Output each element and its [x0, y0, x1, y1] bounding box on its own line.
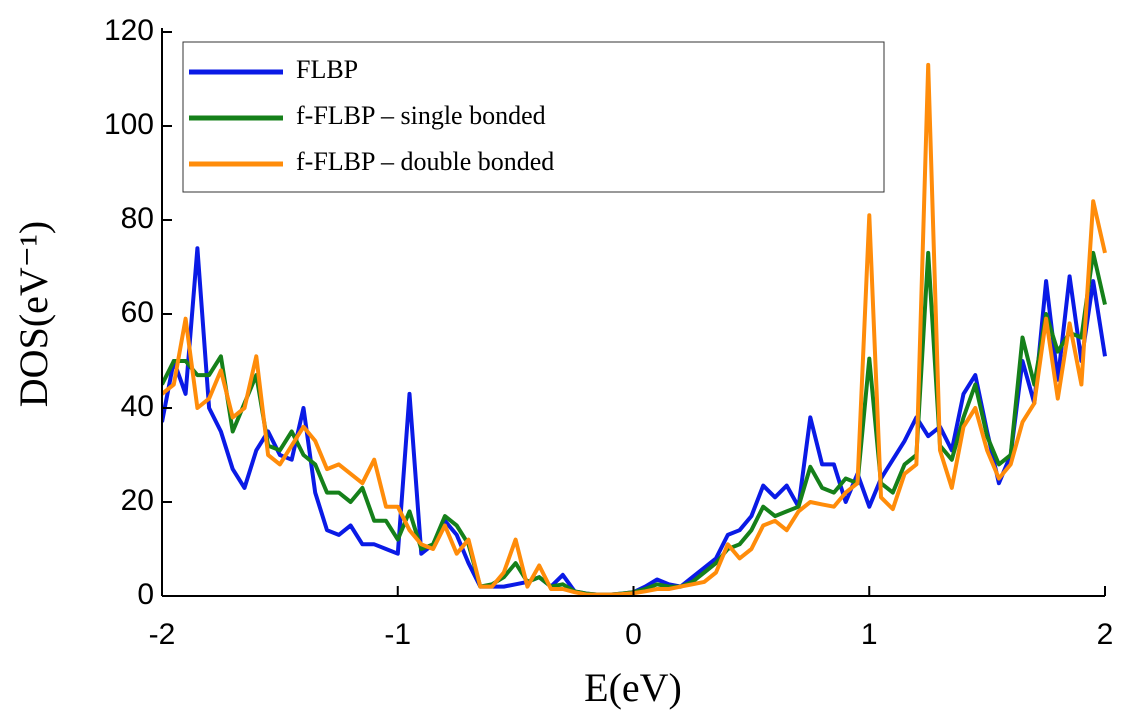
- legend-label: f-FLBP – double bonded: [296, 147, 554, 176]
- y-tick-label: 0: [137, 578, 154, 611]
- x-tick-label: -2: [149, 618, 176, 651]
- legend-label: f-FLBP – single bonded: [296, 101, 546, 130]
- y-tick-label: 80: [121, 202, 154, 235]
- x-tick-label: -1: [384, 618, 411, 651]
- x-tick-label: 1: [861, 618, 878, 651]
- y-tick-label: 40: [121, 390, 154, 423]
- y-tick-label: 20: [121, 484, 154, 517]
- y-tick-label: 120: [104, 14, 154, 47]
- y-tick-label: 100: [104, 108, 154, 141]
- x-tick-label: 2: [1097, 618, 1114, 651]
- x-axis-label: E(eV): [584, 665, 682, 710]
- legend-box: [182, 41, 885, 193]
- y-axis-label: DOS(eV⁻¹): [11, 221, 56, 407]
- legend-label: FLBP: [296, 55, 358, 84]
- x-tick-label: 0: [625, 618, 642, 651]
- y-tick-label: 60: [121, 296, 154, 329]
